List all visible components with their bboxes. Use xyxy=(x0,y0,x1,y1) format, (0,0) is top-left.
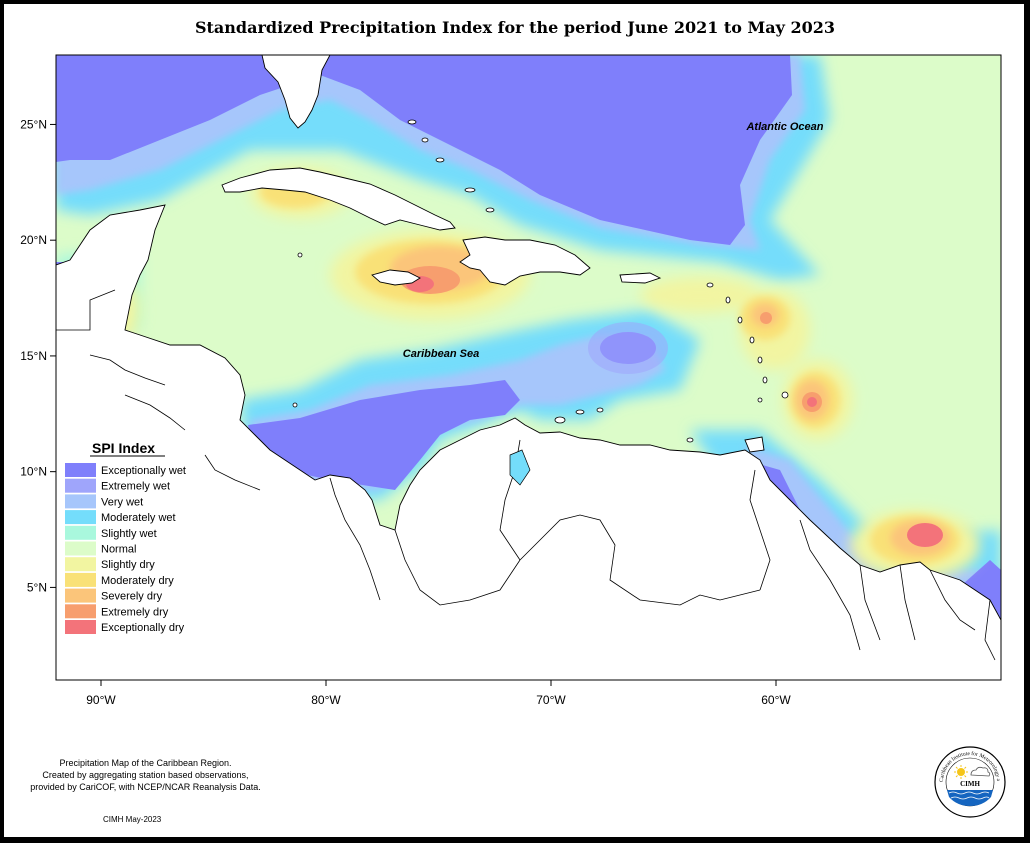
legend-label: Normal xyxy=(101,544,136,556)
legend-swatch xyxy=(65,525,96,540)
hispaniola xyxy=(459,236,591,286)
legend-swatch xyxy=(65,557,96,572)
legend: SPI Index Exceptionally wet Extremely wet… xyxy=(65,440,186,634)
lat-tick-label: 15°N xyxy=(20,349,47,363)
lake-maracaibo xyxy=(509,449,531,486)
legend-swatch xyxy=(65,588,96,603)
florida xyxy=(261,55,331,129)
atlantic-ocean-label: Atlantic Ocean xyxy=(745,121,823,133)
central-and-south-america xyxy=(56,204,1001,680)
map-title: Standardized Precipitation Index for the… xyxy=(194,18,836,37)
lat-tick-label: 10°N xyxy=(20,465,47,479)
legend-label: Exceptionally wet xyxy=(101,465,186,477)
legend-swatch xyxy=(65,510,96,525)
lon-tick-label: 60°W xyxy=(761,693,791,707)
legend-label: Moderately dry xyxy=(101,575,174,587)
puerto-rico xyxy=(619,272,662,284)
trinidad xyxy=(744,436,765,453)
cloud-icon xyxy=(970,766,991,777)
spi-field xyxy=(56,55,1001,680)
legend-label: Severely dry xyxy=(101,591,163,603)
lat-tick-label: 20°N xyxy=(20,233,47,247)
lat-tick-label: 5°N xyxy=(27,580,47,594)
legend-items: Exceptionally wet Extremely wet Very wet Mo… xyxy=(65,463,186,634)
legend-swatch xyxy=(65,494,96,509)
lat-tick-label: 25°N xyxy=(20,117,47,131)
footer-line-1: Precipitation Map of the Caribbean Regio… xyxy=(59,758,232,768)
footer-line-3: provided by CariCOF, with NCEP/NCAR Rean… xyxy=(30,782,261,792)
legend-label: Exceptionally dry xyxy=(101,622,185,634)
lon-tick-label: 70°W xyxy=(536,693,566,707)
map-border xyxy=(55,54,1002,681)
legend-label: Extremely dry xyxy=(101,606,169,618)
lon-tick-label: 90°W xyxy=(86,693,116,707)
cimh-logo: Caribbean Institute for Meteorology and … xyxy=(933,745,1006,818)
dry-cores xyxy=(400,266,943,547)
legend-title: SPI Index xyxy=(92,440,155,456)
lon-tick-label: 80°W xyxy=(311,693,341,707)
latitude-axis: 25°N 20°N 15°N 10°N 5°N xyxy=(20,117,56,594)
footer-date: CIMH May-2023 xyxy=(103,815,162,824)
longitude-axis: 90°W 80°W 70°W 60°W xyxy=(86,680,791,707)
legend-swatch xyxy=(65,604,96,619)
logo-abbr: CIMH xyxy=(960,780,980,788)
small-islands xyxy=(292,119,789,443)
legend-label: Slightly dry xyxy=(101,559,155,571)
sun-icon xyxy=(954,765,968,779)
cuba xyxy=(221,167,456,231)
land-masses xyxy=(56,55,1001,680)
legend-swatch xyxy=(65,463,96,477)
legend-swatch xyxy=(65,620,96,634)
caribbean-sea-label: Caribbean Sea xyxy=(403,348,479,360)
footer-line-2: Created by aggregating station based obs… xyxy=(42,770,249,780)
legend-label: Moderately wet xyxy=(101,512,176,524)
legend-swatch xyxy=(65,572,96,587)
legend-label: Slightly wet xyxy=(101,528,157,540)
jamaica xyxy=(371,269,421,286)
waves-icon xyxy=(947,790,993,806)
legend-label: Extremely wet xyxy=(101,481,170,493)
footer-note: Precipitation Map of the Caribbean Regio… xyxy=(8,757,283,793)
legend-swatch xyxy=(65,478,96,493)
legend-label: Very wet xyxy=(101,496,143,508)
legend-swatch xyxy=(65,541,96,556)
